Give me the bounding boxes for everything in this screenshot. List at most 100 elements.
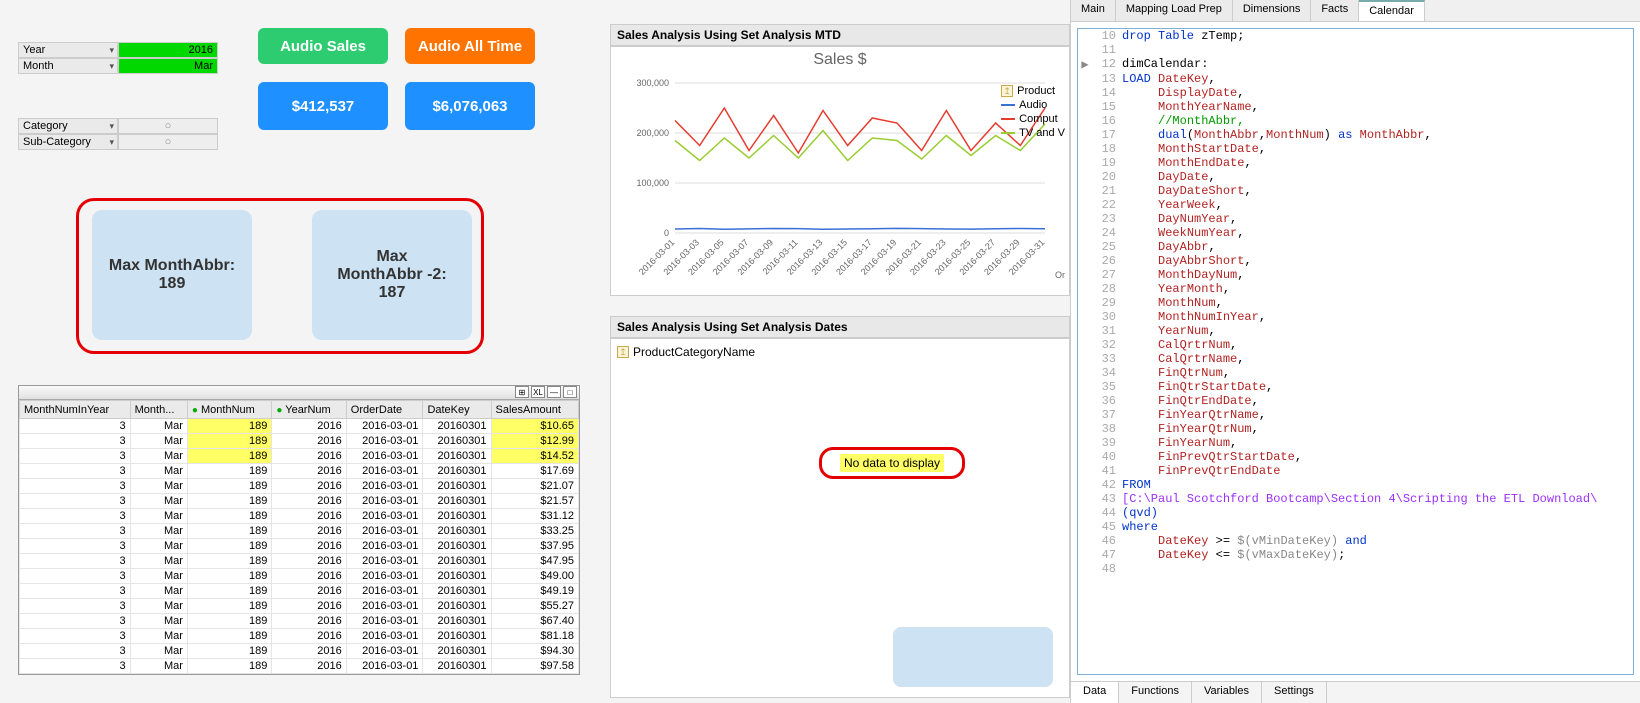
month-filter[interactable]: Month [18, 58, 118, 74]
nodata-text: No data to display [840, 454, 944, 472]
code-line[interactable]: 15 MonthYearName, [1078, 100, 1633, 114]
table-row[interactable]: 3Mar18920162016-03-0120160301$14.52 [20, 449, 579, 464]
code-line[interactable]: 13LOAD DateKey, [1078, 72, 1633, 86]
dates-expand-icon[interactable]: ↥ [617, 346, 629, 358]
btab-data[interactable]: Data [1071, 682, 1119, 703]
table-row[interactable]: 3Mar18920162016-03-0120160301$94.30 [20, 644, 579, 659]
tab-facts[interactable]: Facts [1311, 0, 1359, 21]
code-area[interactable]: 10drop Table zTemp;11▶12dimCalendar:13LO… [1077, 28, 1634, 675]
code-line[interactable]: ▶12dimCalendar: [1078, 57, 1633, 72]
code-line[interactable]: 48 [1078, 562, 1633, 576]
table-row[interactable]: 3Mar18920162016-03-0120160301$33.25 [20, 524, 579, 539]
year-filter[interactable]: Year [18, 42, 118, 58]
code-line[interactable]: 24 WeekNumYear, [1078, 226, 1633, 240]
col-DateKey[interactable]: DateKey [423, 401, 491, 419]
code-line[interactable]: 11 [1078, 43, 1633, 57]
col-SalesAmount[interactable]: SalesAmount [491, 401, 579, 419]
kpi2-value: 187 [379, 284, 406, 302]
table-row[interactable]: 3Mar18920162016-03-0120160301$47.95 [20, 554, 579, 569]
code-line[interactable]: 19 MonthEndDate, [1078, 156, 1633, 170]
table-row[interactable]: 3Mar18920162016-03-0120160301$21.57 [20, 494, 579, 509]
code-line[interactable]: 30 MonthNumInYear, [1078, 310, 1633, 324]
code-line[interactable]: 16 //MonthAbbr, [1078, 114, 1633, 128]
kpi2-label1: Max [376, 248, 407, 266]
table-tool-1[interactable]: ⊞ [515, 386, 529, 398]
code-line[interactable]: 17 dual(MonthAbbr,MonthNum) as MonthAbbr… [1078, 128, 1633, 142]
col-MonthNumInYear[interactable]: MonthNumInYear [20, 401, 131, 419]
code-line[interactable]: 34 FinQtrNum, [1078, 366, 1633, 380]
table-tool-xl[interactable]: XL [531, 386, 545, 398]
month-value[interactable]: Mar [118, 58, 218, 74]
col-Month...[interactable]: Month... [130, 401, 187, 419]
code-line[interactable]: 44(qvd) [1078, 506, 1633, 520]
kpi1-button[interactable]: $412,537 [258, 82, 388, 130]
code-line[interactable]: 20 DayDate, [1078, 170, 1633, 184]
nodata-annotation: No data to display [819, 447, 965, 479]
code-line[interactable]: 25 DayAbbr, [1078, 240, 1633, 254]
code-line[interactable]: 47 DateKey <= $(vMaxDateKey); [1078, 548, 1633, 562]
code-line[interactable]: 29 MonthNum, [1078, 296, 1633, 310]
tab-main[interactable]: Main [1071, 0, 1116, 21]
code-line[interactable]: 23 DayNumYear, [1078, 212, 1633, 226]
code-line[interactable]: 46 DateKey >= $(vMinDateKey) and [1078, 534, 1633, 548]
table-tool-min[interactable]: — [547, 386, 561, 398]
code-line[interactable]: 38 FinYearQtrNum, [1078, 422, 1633, 436]
table-row[interactable]: 3Mar18920162016-03-0120160301$49.00 [20, 569, 579, 584]
legend-item[interactable]: Audio [1001, 99, 1065, 111]
table-row[interactable]: 3Mar18920162016-03-0120160301$12.99 [20, 434, 579, 449]
tab-mapping-load-prep[interactable]: Mapping Load Prep [1116, 0, 1233, 21]
code-line[interactable]: 40 FinPrevQtrStartDate, [1078, 450, 1633, 464]
code-line[interactable]: 10drop Table zTemp; [1078, 29, 1633, 43]
code-line[interactable]: 37 FinYearQtrName, [1078, 408, 1633, 422]
year-value[interactable]: 2016 [118, 42, 218, 58]
code-line[interactable]: 14 DisplayDate, [1078, 86, 1633, 100]
chart-dates-field: ProductCategoryName [633, 345, 755, 359]
category-clear[interactable]: ○ [118, 118, 218, 134]
table-row[interactable]: 3Mar18920162016-03-0120160301$97.58 [20, 659, 579, 674]
table-row[interactable]: 3Mar18920162016-03-0120160301$37.95 [20, 539, 579, 554]
code-line[interactable]: 27 MonthDayNum, [1078, 268, 1633, 282]
code-line[interactable]: 43[C:\Paul Scotchford Bootcamp\Section 4… [1078, 492, 1633, 506]
tab-dimensions[interactable]: Dimensions [1233, 0, 1311, 21]
code-line[interactable]: 31 YearNum, [1078, 324, 1633, 338]
tab-calendar[interactable]: Calendar [1359, 0, 1425, 21]
table-row[interactable]: 3Mar18920162016-03-0120160301$49.19 [20, 584, 579, 599]
kpi2-button[interactable]: $6,076,063 [405, 82, 535, 130]
category-filter[interactable]: Category [18, 118, 118, 134]
col-OrderDate[interactable]: OrderDate [346, 401, 423, 419]
code-line[interactable]: 33 CalQrtrName, [1078, 352, 1633, 366]
btab-functions[interactable]: Functions [1119, 682, 1192, 703]
code-line[interactable]: 26 DayAbbrShort, [1078, 254, 1633, 268]
code-line[interactable]: 41 FinPrevQtrEndDate [1078, 464, 1633, 478]
btab-variables[interactable]: Variables [1192, 682, 1262, 703]
table-row[interactable]: 3Mar18920162016-03-0120160301$17.69 [20, 464, 579, 479]
col-MonthNum[interactable]: ● MonthNum [187, 401, 271, 419]
table-row[interactable]: 3Mar18920162016-03-0120160301$67.40 [20, 614, 579, 629]
code-line[interactable]: 35 FinQtrStartDate, [1078, 380, 1633, 394]
code-line[interactable]: 18 MonthStartDate, [1078, 142, 1633, 156]
code-line[interactable]: 22 YearWeek, [1078, 198, 1633, 212]
legend-expand-icon[interactable]: ↥ [1001, 85, 1013, 97]
code-line[interactable]: 21 DayDateShort, [1078, 184, 1633, 198]
table-row[interactable]: 3Mar18920162016-03-0120160301$55.27 [20, 599, 579, 614]
code-line[interactable]: 28 YearMonth, [1078, 282, 1633, 296]
table-row[interactable]: 3Mar18920162016-03-0120160301$10.65 [20, 419, 579, 434]
code-line[interactable]: 36 FinQtrEndDate, [1078, 394, 1633, 408]
code-line[interactable]: 39 FinYearNum, [1078, 436, 1633, 450]
col-YearNum[interactable]: ● YearNum [272, 401, 346, 419]
table-row[interactable]: 3Mar18920162016-03-0120160301$21.07 [20, 479, 579, 494]
code-line[interactable]: 42FROM [1078, 478, 1633, 492]
legend-item[interactable]: TV and V [1001, 127, 1065, 139]
audio-sales-button[interactable]: Audio Sales [258, 28, 388, 64]
code-line[interactable]: 32 CalQrtrNum, [1078, 338, 1633, 352]
subcategory-filter[interactable]: Sub-Category [18, 134, 118, 150]
legend-item[interactable]: Comput [1001, 113, 1065, 125]
subcategory-clear[interactable]: ○ [118, 134, 218, 150]
kpi-card-1: Max MonthAbbr: 189 [92, 210, 252, 340]
table-tool-max[interactable]: □ [563, 386, 577, 398]
audio-all-time-button[interactable]: Audio All Time [405, 28, 535, 64]
table-row[interactable]: 3Mar18920162016-03-0120160301$81.18 [20, 629, 579, 644]
table-row[interactable]: 3Mar18920162016-03-0120160301$31.12 [20, 509, 579, 524]
btab-settings[interactable]: Settings [1262, 682, 1327, 703]
code-line[interactable]: 45where [1078, 520, 1633, 534]
